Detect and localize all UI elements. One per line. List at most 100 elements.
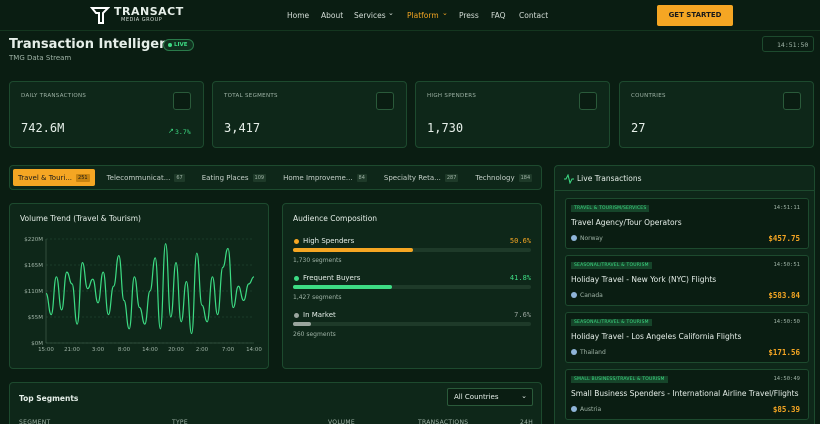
transaction-category: SMALL BUSINESS/TRAVEL & TOURISM: [571, 376, 668, 383]
audience-title: Audience Composition: [293, 214, 378, 223]
y-tick-label: $165M: [24, 263, 43, 269]
segments-card: Top Segments All Countries ⌄ SEGMENT TYPE…: [9, 382, 542, 424]
flag-dot: [571, 235, 577, 241]
tab-count: 67: [174, 173, 185, 182]
nav-link[interactable]: FAQ: [491, 11, 506, 20]
bar-track: [293, 285, 531, 289]
tab[interactable]: Specialty Reta... 287: [379, 169, 463, 186]
x-tick-label: 3:00: [92, 347, 105, 353]
x-tick-label: 8:00: [118, 347, 131, 353]
transaction-card: SEASONAL/TRAVEL & TOURISM 14:50:51 Holiday…: [565, 255, 809, 306]
segment-name: High Spenders: [303, 237, 355, 245]
y-tick-label: $55M: [28, 315, 43, 321]
stat-label: COUNTRIES: [631, 93, 666, 99]
transaction-time: 14:50:49: [773, 376, 801, 382]
country-select[interactable]: All Countries ⌄: [447, 388, 533, 406]
tab-count: 184: [518, 173, 533, 182]
tab[interactable]: Eating Places 109: [197, 169, 271, 186]
logo-title: TRANSACT: [114, 5, 184, 18]
legend-dot: [294, 276, 299, 281]
transaction-name: Holiday Travel - Los Angeles California …: [571, 332, 742, 341]
transaction-category: SEASONAL/TRAVEL & TOURISM: [571, 319, 652, 326]
tab-count: 109: [252, 173, 267, 182]
transaction-country: Canada: [580, 292, 603, 299]
stat-icon: [376, 92, 394, 110]
segment-count: 1,427 segments: [293, 294, 342, 301]
transaction-name: Travel Agency/Tour Operators: [571, 218, 682, 227]
bar: [293, 285, 393, 289]
transaction-card: TRAVEL & TOURISM/SERVICES 14:51:11 Travel …: [565, 198, 809, 249]
transaction-country: Thailand: [580, 349, 606, 356]
transaction-time: 14:50:51: [773, 262, 801, 268]
nav-link[interactable]: Press: [459, 11, 479, 20]
tab[interactable]: Travel & Touri... 251: [13, 169, 95, 186]
stat-card: DAILY TRANSACTIONS 742.6M ↗ 3.7%: [9, 81, 204, 148]
transaction-card: SEASONAL/TRAVEL & TOURISM 14:50:50 Holiday…: [565, 312, 809, 363]
tab-label: Telecommunicat...: [106, 173, 171, 182]
tab-count: 84: [356, 173, 367, 182]
nav-link[interactable]: About: [321, 11, 344, 20]
nav-link[interactable]: Platform: [407, 11, 439, 20]
nav-caret: ⌄: [388, 9, 394, 17]
stat-card: HIGH SPENDERS 1,730: [415, 81, 610, 148]
flag-dot: [571, 406, 577, 412]
tab[interactable]: Home Improveme... 84: [278, 169, 372, 186]
stat-label: TOTAL SEGMENTS: [224, 93, 278, 99]
tab[interactable]: Technology 184: [470, 169, 537, 186]
y-tick-label: $110M: [24, 289, 43, 295]
live-dot: [168, 43, 172, 47]
divider: [555, 190, 814, 191]
stat-label: HIGH SPENDERS: [427, 93, 477, 99]
tab-label: Home Improveme...: [283, 173, 353, 182]
x-tick-label: 20:00: [168, 347, 184, 353]
tab[interactable]: Telecommunicat... 67: [102, 169, 190, 186]
stat-icon: [783, 92, 801, 110]
nav-link[interactable]: Home: [287, 11, 310, 20]
pulse-icon: [564, 174, 574, 184]
segment-name: In Market: [303, 311, 336, 319]
nav-link[interactable]: Contact: [519, 11, 549, 20]
x-tick-label: 7:00: [222, 347, 235, 353]
tab-count: 251: [76, 173, 90, 182]
nav-link[interactable]: Services: [354, 11, 386, 20]
column-header: VOLUME: [328, 419, 355, 424]
y-tick-label: $220M: [24, 237, 43, 243]
stat-label: DAILY TRANSACTIONS: [21, 93, 87, 99]
legend-dot: [294, 313, 299, 318]
live-panel: Live Transactions TRAVEL & TOURISM/SERVI…: [554, 165, 815, 424]
tab-count: 287: [444, 173, 459, 182]
transaction-country: Norway: [580, 235, 603, 242]
stat-card: COUNTRIES 27: [619, 81, 814, 148]
logo-icon: [90, 7, 110, 24]
transaction-category: SEASONAL/TRAVEL & TOURISM: [571, 262, 652, 269]
bar: [293, 322, 312, 326]
stat-change: 3.7%: [175, 128, 191, 136]
logo-subtitle: MEDIA GROUP: [121, 17, 163, 23]
column-header: TYPE: [172, 419, 188, 424]
column-header: TRANSACTIONS: [418, 419, 469, 424]
transaction-category: TRAVEL & TOURISM/SERVICES: [571, 205, 650, 212]
transaction-name: Small Business Spenders - International …: [571, 389, 799, 398]
transaction-name: Holiday Travel - New York (NYC) Flights: [571, 275, 717, 284]
chart-card: Volume Trend (Travel & Tourism) $0M $55M $…: [9, 203, 269, 369]
x-tick-label: 2:00: [196, 347, 209, 353]
bar-track: [293, 322, 531, 326]
transaction-amount: $583.84: [768, 291, 800, 300]
transaction-amount: $171.56: [768, 348, 800, 357]
segment-name: Frequent Buyers: [303, 274, 361, 282]
audience-card: Audience Composition High Spenders 50.6% 1…: [282, 203, 542, 369]
live-badge: LIVE: [163, 39, 194, 51]
segment-percent: 7.6%: [514, 311, 531, 319]
chart: $0M $55M $110M $165M $220M 15:00 21:00 3:00 8:00…: [24, 237, 262, 353]
live-title: Live Transactions: [577, 174, 642, 183]
chart-title: Volume Trend (Travel & Tourism): [20, 214, 141, 223]
flag-dot: [571, 292, 577, 298]
cta-button[interactable]: GET STARTED: [657, 5, 733, 26]
transaction-country: Austria: [580, 406, 602, 413]
segment-count: 1,730 segments: [293, 257, 342, 264]
column-header: 24H: [520, 419, 534, 424]
subtitle: TMG Data Stream: [9, 54, 72, 62]
select-label: All Countries: [454, 393, 499, 401]
